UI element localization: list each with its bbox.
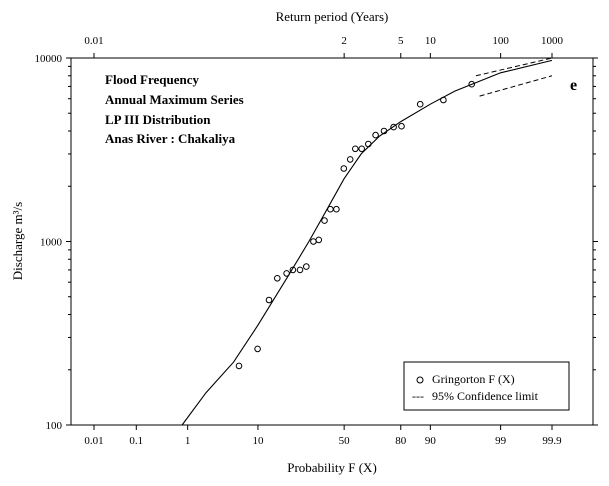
y-tick-labels: 100 1000 10000 — [35, 53, 63, 432]
observed-point — [310, 238, 317, 245]
lower-confidence-line — [479, 75, 553, 97]
legend-entry-confidence: 95% Confidence limit — [432, 389, 539, 403]
observed-point — [333, 205, 340, 213]
legend-circle-marker — [416, 376, 424, 384]
y-tick-label: 10000 — [35, 53, 63, 65]
legend-box — [403, 361, 570, 411]
x-tick-label: 90 — [425, 435, 437, 447]
x-tick-label: 0.01 — [84, 435, 103, 447]
x-tick-label: 99.9 — [542, 435, 562, 447]
observed-point — [296, 266, 304, 274]
observed-point — [390, 123, 397, 131]
legend: Gringorton F (X) --- 95% Confidence limi… — [403, 361, 570, 411]
observed-point — [372, 131, 379, 139]
top-tick-label: 5 — [398, 35, 404, 47]
observed-point — [468, 80, 476, 88]
observed-point — [274, 275, 281, 282]
x-tick-label: 80 — [395, 435, 407, 447]
legend-entry-observed: Gringorton F (X) — [432, 372, 515, 386]
y-tick-label: 1000 — [40, 237, 63, 249]
x-tick-label: 10 — [252, 435, 264, 447]
x-axis-title: Probability F (X) — [287, 460, 377, 475]
observed-point — [254, 345, 261, 353]
fitted-lp3-curve — [181, 59, 553, 426]
fitted-curve-layer — [181, 59, 553, 426]
observed-point — [303, 263, 310, 270]
observed-point — [380, 127, 388, 135]
axis-ticks — [66, 53, 598, 430]
top-tick-label: 2 — [341, 35, 347, 47]
top-tick-label: 0.01 — [84, 35, 103, 47]
observed-point — [352, 145, 359, 153]
observed-point — [365, 140, 372, 148]
observed-point — [398, 122, 405, 130]
observed-point — [340, 165, 348, 172]
annotation-block: Flood Frequency Annual Maximum Series LP… — [105, 72, 244, 146]
observed-point — [315, 236, 323, 244]
upper-confidence-line — [475, 57, 553, 77]
x-tick-label: 0.1 — [129, 435, 143, 447]
observed-point — [283, 270, 290, 277]
top-tick-label: 100 — [492, 35, 509, 47]
observed-point — [416, 100, 424, 108]
observed-point — [358, 145, 366, 153]
top-tick-labels: 0.01 2 5 10 100 1000 — [84, 35, 563, 47]
top-tick-label: 10 — [425, 35, 437, 47]
confidence-limit-layer — [475, 57, 553, 97]
observed-point — [327, 205, 334, 213]
observed-points-layer — [235, 80, 476, 370]
x-tick-label: 99 — [495, 435, 507, 447]
observed-point — [235, 362, 243, 370]
annotation-line-2: Annual Maximum Series — [105, 92, 244, 107]
x-tick-label: 50 — [339, 435, 351, 447]
annotation-line-1: Flood Frequency — [105, 72, 200, 87]
x-tick-labels: 0.01 0.1 1 10 50 80 90 99 99.9 — [84, 435, 562, 447]
observed-point — [440, 96, 447, 104]
observed-point — [289, 266, 297, 274]
observed-point — [346, 156, 354, 163]
top-tick-label: 1000 — [541, 35, 564, 47]
y-tick-label: 100 — [46, 420, 63, 432]
observed-point — [265, 296, 273, 304]
observed-point — [321, 217, 328, 224]
x-tick-label: 1 — [185, 435, 191, 447]
legend-dash-marker: --- — [412, 389, 424, 403]
annotation-line-4: Anas River : Chakaliya — [105, 131, 236, 146]
top-axis-title: Return period (Years) — [276, 9, 389, 24]
annotation-line-3: LP III Distribution — [105, 112, 211, 127]
panel-label: e — [570, 77, 577, 94]
y-axis-title: Discharge m³/s — [10, 202, 25, 280]
